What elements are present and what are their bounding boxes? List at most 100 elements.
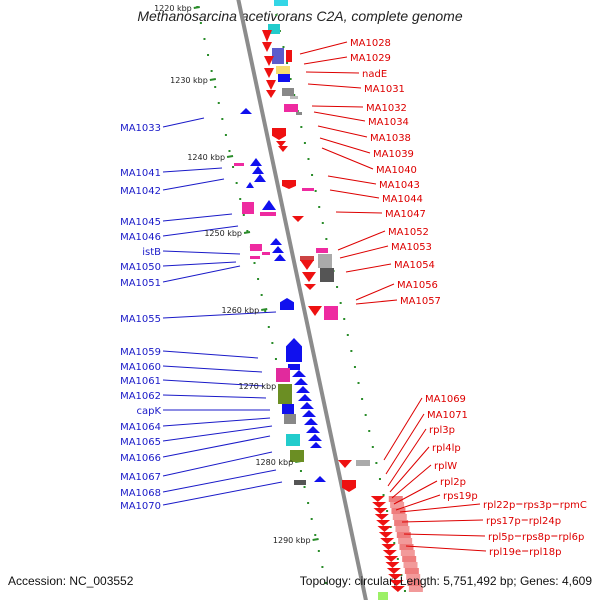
track-dot	[224, 134, 227, 136]
track-dot	[274, 358, 277, 360]
gene-arrow	[300, 260, 314, 270]
gene-label-right: MA1031	[364, 84, 405, 95]
track-dot	[239, 198, 242, 200]
label-leader-line	[387, 428, 427, 487]
gene-arrow	[302, 410, 316, 417]
gene-arrow	[298, 394, 312, 401]
track-dot	[343, 318, 346, 320]
gene-label-right: MA1071	[427, 410, 468, 421]
gene-arrow	[370, 496, 385, 502]
gene-arrow	[382, 550, 397, 556]
kbp-mark-label: 1270 kbp	[238, 382, 276, 391]
track-dot	[286, 62, 289, 64]
label-leader-line	[162, 379, 265, 387]
label-leader-line	[162, 261, 237, 267]
gene-label-left: MA1042	[120, 186, 161, 197]
gene-label-right: MA1038	[370, 133, 411, 144]
gene-feature	[296, 112, 302, 115]
track-dot	[336, 286, 339, 288]
label-leader-line	[401, 519, 484, 523]
track-dot	[207, 54, 210, 56]
gene-arrow	[304, 284, 316, 290]
gene-feature	[324, 306, 338, 320]
track-dot	[264, 310, 267, 312]
gene-label-left: MA1068	[120, 488, 161, 499]
track-dot	[214, 86, 217, 88]
label-leader-line	[162, 365, 263, 373]
kbp-tick	[312, 538, 319, 541]
label-leader-line	[385, 413, 425, 475]
gene-arrow	[314, 476, 326, 482]
gene-feature	[290, 450, 304, 462]
track-dot	[400, 574, 403, 576]
gene-label-left: MA1041	[120, 168, 161, 179]
gene-feature	[278, 74, 290, 82]
gene-arrow	[252, 166, 264, 174]
track-dot	[221, 118, 224, 120]
gene-feature	[396, 532, 411, 538]
track-dot	[317, 550, 320, 552]
track-dot	[346, 334, 349, 336]
kbp-mark-label: 1250 kbp	[204, 229, 242, 238]
gene-feature	[260, 212, 276, 216]
label-leader-line	[307, 83, 362, 89]
gene-feature	[391, 508, 406, 514]
gene-feature	[276, 66, 290, 74]
label-leader-line	[162, 250, 241, 255]
label-leader-line	[162, 481, 283, 506]
gene-label-left: capK	[136, 406, 161, 417]
track-dot	[364, 414, 367, 416]
gene-label-right: rpl5p	[488, 532, 514, 543]
gene-label-left: MA1045	[120, 217, 161, 228]
gene-feature	[288, 364, 300, 370]
gene-label-right: MA1056	[397, 280, 438, 291]
label-leader-line	[162, 213, 233, 222]
gene-label-right: rpl22p	[483, 500, 515, 511]
gene-label-left: MA1062	[120, 391, 161, 402]
backbone-layer	[236, 0, 368, 600]
track-dot	[386, 510, 389, 512]
gene-arrow	[386, 568, 401, 574]
gene-label-right: rps3p	[523, 500, 551, 511]
label-leader-line	[162, 311, 277, 319]
gene-arrow	[374, 514, 389, 520]
gene-feature	[392, 514, 407, 520]
label-leader-line	[162, 265, 241, 283]
kbp-tick	[261, 308, 268, 311]
gene-label-right: MA1029	[350, 53, 391, 64]
label-leader-line	[399, 503, 481, 513]
gene-feature	[250, 244, 262, 251]
label-leader-line	[395, 494, 441, 511]
gene-arrow	[372, 502, 387, 508]
kbp-mark-label: 1260 kbp	[222, 306, 260, 315]
gene-arrow	[282, 180, 296, 189]
label-layer: 1220 kbp 1230 kbp 1240 kbp 1250 kbp 1260 kbp…	[120, 4, 587, 558]
genome-stats-text: Topology: circular; Length: 5,751,492 bp…	[299, 574, 592, 588]
label-leader-line	[162, 225, 239, 237]
label-leader-line	[329, 189, 380, 199]
gene-arrow	[276, 141, 286, 147]
kbp-mark-label: 1230 kbp	[170, 76, 208, 85]
track-dot	[235, 182, 238, 184]
track-dot	[307, 158, 310, 160]
track-dot	[303, 142, 306, 144]
kbp-mark-label: 1290 kbp	[273, 536, 311, 545]
track-dot	[199, 22, 202, 24]
gene-arrow	[266, 90, 276, 98]
track-dot	[368, 430, 371, 432]
gene-label-left: MA1050	[120, 262, 161, 273]
kbp-mark-label: 1240 kbp	[187, 153, 225, 162]
gene-arrow	[376, 520, 391, 526]
gene-arrow	[270, 238, 282, 245]
gene-label-right: rps19p	[443, 491, 478, 502]
gene-feature	[274, 0, 288, 6]
label-leader-line	[319, 137, 371, 154]
track-dot	[246, 230, 249, 232]
gene-feature	[406, 574, 421, 580]
track-dot	[299, 470, 302, 472]
label-leader-line	[391, 464, 432, 499]
track-dot	[282, 46, 285, 48]
accession-text: Accession: NC_003552	[8, 574, 134, 588]
gene-arrow	[390, 586, 405, 592]
